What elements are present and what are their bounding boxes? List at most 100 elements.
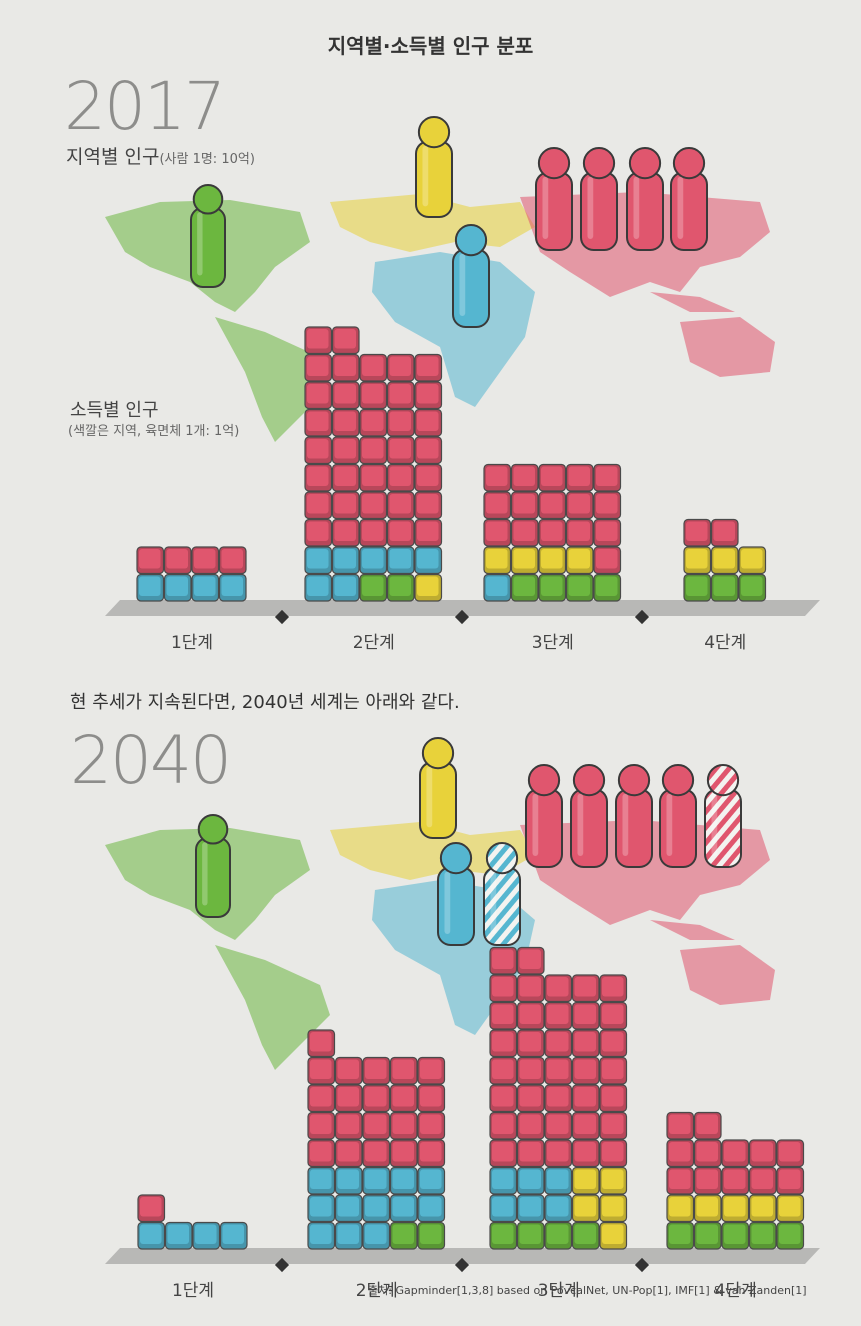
cube-asia	[489, 1029, 518, 1058]
cube-asia	[593, 491, 622, 520]
cube-asia	[538, 491, 567, 520]
cube-asia	[304, 326, 333, 355]
cube-asia	[483, 463, 512, 492]
cube-asia	[489, 1084, 518, 1113]
level-divider	[634, 1257, 650, 1273]
cube-asia	[516, 1001, 545, 1030]
cube-asia	[748, 1139, 777, 1168]
cube-asia	[489, 946, 518, 975]
cube-asia	[362, 1056, 391, 1085]
cube-asia	[544, 1001, 573, 1030]
cube-asia	[386, 436, 415, 465]
cube-asia	[331, 381, 360, 410]
cube-europe	[776, 1194, 805, 1223]
source-note: 출처: Gapminder[1,3,8] based on PovcalNet,…	[368, 1284, 807, 1297]
cube-asia	[599, 1029, 628, 1058]
cube-asia	[666, 1139, 695, 1168]
cube-americas	[544, 1221, 573, 1250]
cube-asia	[386, 381, 415, 410]
cube-asia	[362, 1111, 391, 1140]
cube-americas	[516, 1221, 545, 1250]
oceania-shape	[680, 317, 775, 377]
cube-americas	[571, 1221, 600, 1250]
level-label: 2단계	[353, 633, 395, 653]
map-label-text: 지역별 인구	[66, 146, 160, 168]
cube-asia	[359, 381, 388, 410]
cube-americas	[417, 1221, 446, 1250]
cube-americas	[538, 573, 567, 602]
cube-africa	[359, 546, 388, 575]
cube-asia	[538, 463, 567, 492]
cube-europe	[483, 546, 512, 575]
cube-asia	[666, 1166, 695, 1195]
cube-asia	[776, 1166, 805, 1195]
person-asia	[580, 147, 618, 251]
cube-africa	[307, 1166, 336, 1195]
cube-asia	[386, 463, 415, 492]
cube-asia	[163, 546, 192, 575]
cube-asia	[483, 518, 512, 547]
cube-asia	[593, 463, 622, 492]
person-asia	[670, 147, 708, 251]
cube-africa	[544, 1166, 573, 1195]
cube-asia	[599, 1084, 628, 1113]
cube-americas	[666, 1221, 695, 1250]
cube-africa	[136, 573, 165, 602]
cube-asia	[544, 974, 573, 1003]
cube-africa	[191, 573, 220, 602]
cube-asia	[389, 1139, 418, 1168]
cube-europe	[571, 1194, 600, 1223]
person-europe	[419, 737, 457, 840]
cube-asia	[571, 1056, 600, 1085]
cube-asia	[516, 1056, 545, 1085]
cube-africa	[304, 573, 333, 602]
level-label: 3단계	[538, 1281, 580, 1301]
cube-asia	[544, 1139, 573, 1168]
cube-africa	[489, 1166, 518, 1195]
cube-europe	[721, 1194, 750, 1223]
cube-asia	[489, 974, 518, 1003]
cube-asia	[191, 546, 220, 575]
cube-asia	[304, 463, 333, 492]
level-divider	[454, 1257, 470, 1273]
cube-asia	[414, 408, 443, 437]
cube-asia	[721, 1139, 750, 1168]
cube-asia	[137, 1194, 166, 1223]
cube-asia	[304, 381, 333, 410]
cube-europe	[748, 1194, 777, 1223]
cube-asia	[362, 1139, 391, 1168]
cube-asia	[599, 1001, 628, 1030]
world-map-2040	[105, 820, 775, 1070]
cube-asia	[571, 1084, 600, 1113]
cube-asia	[571, 1139, 600, 1168]
person-africa-partial	[483, 842, 521, 947]
cube-asia	[748, 1166, 777, 1195]
cube-asia	[538, 518, 567, 547]
level-divider	[454, 609, 470, 625]
cube-asia	[593, 546, 622, 575]
cube-asia	[307, 1111, 336, 1140]
cube-asia	[571, 1029, 600, 1058]
person-africa	[437, 842, 475, 947]
cube-asia	[516, 946, 545, 975]
cube-americas	[710, 573, 739, 602]
cube-asia	[307, 1056, 336, 1085]
cube-asia	[304, 436, 333, 465]
cube-asia	[599, 1056, 628, 1085]
cube-europe	[571, 1166, 600, 1195]
cube-asia	[334, 1139, 363, 1168]
person-europe	[415, 115, 453, 218]
cube-africa	[362, 1194, 391, 1223]
cube-africa	[389, 1194, 418, 1223]
cube-asia	[386, 518, 415, 547]
cube-americas	[748, 1221, 777, 1250]
person-americas	[195, 814, 231, 919]
cube-asia	[331, 436, 360, 465]
cube-africa	[483, 573, 512, 602]
cube-africa	[362, 1166, 391, 1195]
cube-asia	[516, 1029, 545, 1058]
cube-asia	[489, 1139, 518, 1168]
cube-asia	[693, 1139, 722, 1168]
cube-asia	[218, 546, 247, 575]
person-asia	[626, 147, 664, 251]
